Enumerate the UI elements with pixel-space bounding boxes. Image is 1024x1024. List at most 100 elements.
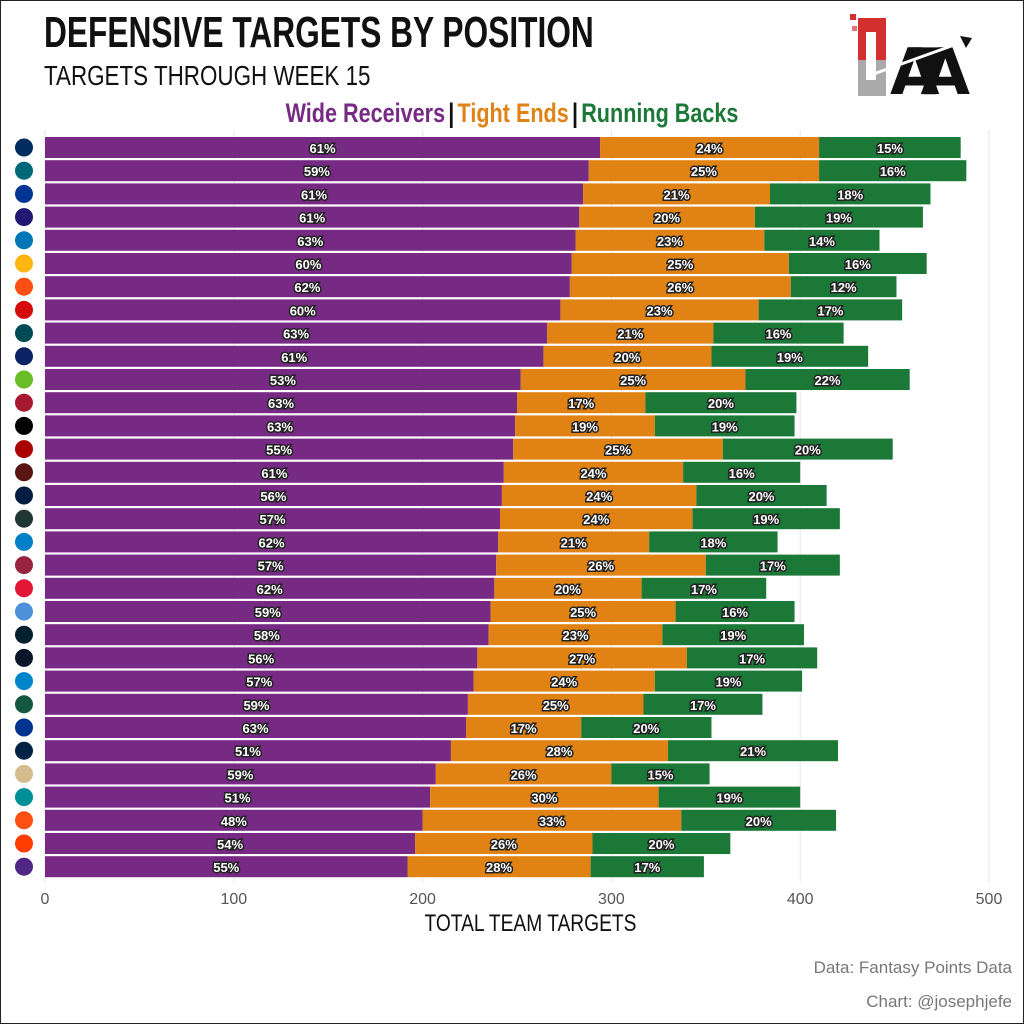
bar-running-backs (705, 554, 840, 576)
bar-label: 17% (511, 721, 537, 736)
bar-label: 19% (716, 791, 742, 806)
bar-label: 59% (304, 164, 330, 179)
legend-running-backs: Running Backs (581, 98, 739, 128)
bar-label: 19% (572, 419, 598, 434)
bar-label: 63% (283, 327, 309, 342)
bar-label: 24% (551, 675, 577, 690)
bar-wide-receivers (45, 601, 491, 622)
chart-subtitle: TARGETS THROUGH WEEK 15 (44, 60, 371, 91)
bar-wide-receivers (45, 856, 408, 878)
bar-label: 19% (712, 419, 738, 434)
bar-tight-ends (430, 786, 659, 808)
bar-label: 53% (270, 373, 296, 388)
bar-label: 20% (748, 489, 774, 504)
bar-label: 20% (654, 211, 680, 226)
team-logo-chi (15, 648, 33, 667)
team-logo-ari (15, 556, 33, 575)
team-logo-cle (15, 834, 33, 853)
bar-label: 33% (539, 814, 565, 829)
bar-tight-ends (569, 276, 791, 298)
bar-running-backs (662, 624, 804, 646)
bar-wide-receivers (45, 485, 502, 506)
bar-tight-ends (473, 670, 655, 692)
bar-tight-ends (543, 345, 712, 367)
bar-wide-receivers (45, 345, 544, 367)
bar-wide-receivers (45, 369, 521, 390)
team-logo-phi (15, 324, 33, 343)
bar-label: 57% (246, 675, 272, 690)
bar-label: 21% (561, 535, 587, 550)
bar-label: 48% (221, 814, 247, 829)
bar-label: 26% (491, 837, 517, 852)
bar-label: 61% (310, 141, 336, 156)
bar-label: 26% (511, 767, 537, 782)
bar-running-backs (675, 601, 795, 622)
bar-tight-ends (513, 438, 723, 460)
bar-label: 15% (647, 767, 673, 782)
bar-wide-receivers (45, 229, 576, 251)
bar-label: 16% (765, 327, 791, 342)
team-logo-jax (15, 161, 33, 180)
bar-running-backs (745, 369, 910, 390)
bar-tight-ends (515, 415, 655, 437)
bar-label: 57% (258, 559, 284, 574)
bar-label: 62% (259, 535, 285, 550)
bar-wide-receivers (45, 717, 467, 738)
bar-label: 24% (586, 489, 612, 504)
bar-wide-receivers (45, 531, 499, 553)
bar-running-backs (686, 647, 818, 669)
bar-tight-ends (422, 809, 682, 831)
bar-label: 17% (760, 559, 786, 574)
bar-label: 20% (614, 350, 640, 365)
bar-tight-ends (490, 601, 676, 622)
bar-running-backs (769, 183, 931, 205)
bar-label: 63% (267, 419, 293, 434)
bar-label: 54% (217, 837, 243, 852)
bar-label: 19% (826, 211, 852, 226)
bar-wide-receivers (45, 461, 504, 483)
bar-running-backs (754, 206, 923, 228)
x-tick-label: 300 (598, 891, 625, 908)
team-logo-kc (15, 579, 33, 598)
bar-label: 55% (266, 443, 292, 458)
team-logo-nyj (15, 695, 33, 714)
team-logo-tb (15, 300, 33, 319)
bar-label: 15% (877, 141, 903, 156)
bar-wide-receivers (45, 693, 468, 715)
bar-label: 16% (880, 164, 906, 179)
bar-label: 30% (531, 791, 557, 806)
bar-tight-ends (500, 508, 693, 530)
team-logo-nyg (15, 347, 33, 366)
bar-wide-receivers (45, 438, 514, 460)
bar-wide-receivers (45, 299, 561, 321)
bar-label: 20% (746, 814, 772, 829)
bar-tight-ends (571, 253, 789, 274)
bar-label: 20% (708, 396, 734, 411)
bar-label: 62% (257, 582, 283, 597)
bar-label: 63% (297, 234, 323, 249)
bar-tight-ends (517, 392, 646, 414)
bar-label: 62% (294, 280, 320, 295)
bar-tight-ends (415, 833, 593, 854)
bar-wide-receivers (45, 183, 584, 205)
bar-label: 56% (248, 651, 274, 666)
team-logo-min (15, 857, 33, 876)
bar-wide-receivers (45, 160, 589, 182)
bar-label: 20% (648, 837, 674, 852)
team-logo-lac (15, 532, 33, 551)
bar-running-backs (668, 740, 838, 762)
bar-label: 59% (227, 767, 253, 782)
team-logo-sf (15, 440, 33, 459)
team-logo-ne (15, 741, 33, 760)
bar-label: 16% (722, 605, 748, 620)
bar-wide-receivers (45, 137, 601, 158)
bar-running-backs (819, 160, 967, 182)
bar-label: 57% (259, 512, 285, 527)
bar-running-backs (764, 229, 880, 251)
bar-label: 21% (617, 327, 643, 342)
bar-wide-receivers (45, 670, 474, 692)
bar-tight-ends (588, 160, 820, 182)
bar-tight-ends (488, 624, 663, 646)
team-logo-dal (15, 486, 33, 505)
team-logo-no (15, 764, 33, 783)
